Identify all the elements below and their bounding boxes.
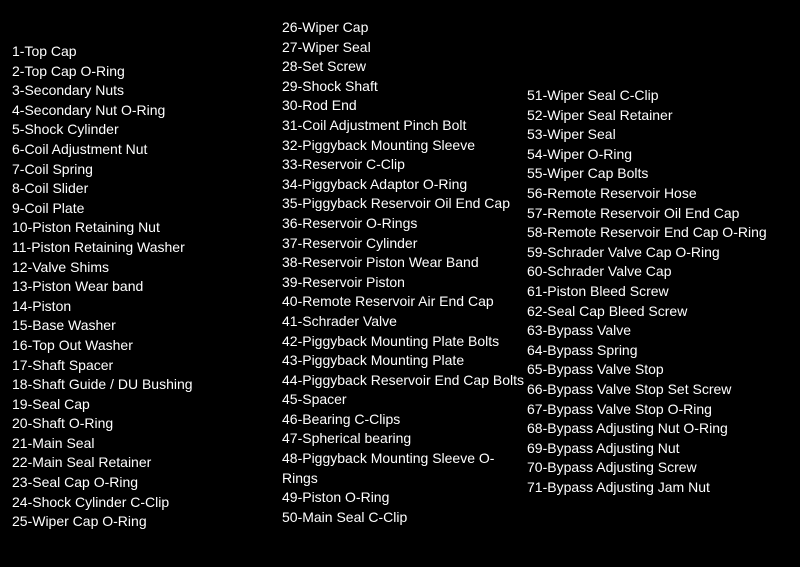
parts-list-item: 5-Shock Cylinder xyxy=(12,120,282,140)
parts-list-item: 8-Coil Slider xyxy=(12,179,282,199)
parts-column-2: 26-Wiper Cap27-Wiper Seal28-Set Screw29-… xyxy=(282,10,527,557)
parts-list-item: 52-Wiper Seal Retainer xyxy=(527,106,787,126)
parts-list-item: 44-Piggyback Reservoir End Cap Bolts xyxy=(282,371,527,391)
parts-list-item: 36-Reservoir O-Rings xyxy=(282,214,527,234)
parts-list-item: 25-Wiper Cap O-Ring xyxy=(12,512,282,532)
parts-list-container: 1-Top Cap2-Top Cap O-Ring3-Secondary Nut… xyxy=(0,0,800,567)
parts-list-item: 57-Remote Reservoir Oil End Cap xyxy=(527,204,787,224)
parts-list-item: 45-Spacer xyxy=(282,390,527,410)
parts-list-item: 68-Bypass Adjusting Nut O-Ring xyxy=(527,419,787,439)
parts-list-item: 51-Wiper Seal C-Clip xyxy=(527,86,787,106)
parts-list-item: 29-Shock Shaft xyxy=(282,77,527,97)
parts-list-item: 59-Schrader Valve Cap O-Ring xyxy=(527,243,787,263)
parts-list-item: 28-Set Screw xyxy=(282,57,527,77)
parts-list-item: 4-Secondary Nut O-Ring xyxy=(12,101,282,121)
parts-list-item: 34-Piggyback Adaptor O-Ring xyxy=(282,175,527,195)
parts-list-item: 70-Bypass Adjusting Screw xyxy=(527,458,787,478)
parts-list-item: 62-Seal Cap Bleed Screw xyxy=(527,302,787,322)
parts-list-item: 20-Shaft O-Ring xyxy=(12,414,282,434)
parts-list-item: 18-Shaft Guide / DU Bushing xyxy=(12,375,282,395)
parts-list-item: 47-Spherical bearing xyxy=(282,429,527,449)
parts-list-item: 49-Piston O-Ring xyxy=(282,488,527,508)
parts-list-item: 6-Coil Adjustment Nut xyxy=(12,140,282,160)
parts-list-item: 3-Secondary Nuts xyxy=(12,81,282,101)
parts-list-item: 61-Piston Bleed Screw xyxy=(527,282,787,302)
parts-list-item: 11-Piston Retaining Washer xyxy=(12,238,282,258)
parts-list-item: 71-Bypass Adjusting Jam Nut xyxy=(527,478,787,498)
parts-list-item: 56-Remote Reservoir Hose xyxy=(527,184,787,204)
parts-list-item: 33-Reservoir C-Clip xyxy=(282,155,527,175)
parts-list-item: 27-Wiper Seal xyxy=(282,38,527,58)
parts-list-item: 23-Seal Cap O-Ring xyxy=(12,473,282,493)
parts-list-item: 55-Wiper Cap Bolts xyxy=(527,164,787,184)
parts-list-item: 40-Remote Reservoir Air End Cap xyxy=(282,292,527,312)
parts-list-item: 39-Reservoir Piston xyxy=(282,273,527,293)
parts-list-item: 22-Main Seal Retainer xyxy=(12,453,282,473)
parts-list-item: 53-Wiper Seal xyxy=(527,125,787,145)
parts-list-item: 58-Remote Reservoir End Cap O-Ring xyxy=(527,223,787,243)
parts-list-item: 67-Bypass Valve Stop O-Ring xyxy=(527,400,787,420)
parts-list-item: 2-Top Cap O-Ring xyxy=(12,62,282,82)
parts-list-item: 66-Bypass Valve Stop Set Screw xyxy=(527,380,787,400)
parts-list-item: 24-Shock Cylinder C-Clip xyxy=(12,493,282,513)
parts-list-item: 64-Bypass Spring xyxy=(527,341,787,361)
parts-list-item: 17-Shaft Spacer xyxy=(12,356,282,376)
parts-list-item: 48-Piggyback Mounting Sleeve O-Rings xyxy=(282,449,527,488)
parts-list-item: 60-Schrader Valve Cap xyxy=(527,262,787,282)
parts-list-item: 30-Rod End xyxy=(282,96,527,116)
parts-list-item: 13-Piston Wear band xyxy=(12,277,282,297)
parts-list-item: 41-Schrader Valve xyxy=(282,312,527,332)
parts-list-item: 7-Coil Spring xyxy=(12,160,282,180)
parts-list-item: 9-Coil Plate xyxy=(12,199,282,219)
parts-column-1: 1-Top Cap2-Top Cap O-Ring3-Secondary Nut… xyxy=(12,10,282,557)
parts-list-item: 38-Reservoir Piston Wear Band xyxy=(282,253,527,273)
parts-list-item: 54-Wiper O-Ring xyxy=(527,145,787,165)
parts-list-item: 42-Piggyback Mounting Plate Bolts xyxy=(282,332,527,352)
parts-list-item: 63-Bypass Valve xyxy=(527,321,787,341)
parts-list-item: 15-Base Washer xyxy=(12,316,282,336)
parts-list-item: 16-Top Out Washer xyxy=(12,336,282,356)
parts-list-item: 37-Reservoir Cylinder xyxy=(282,234,527,254)
parts-list-item: 21-Main Seal xyxy=(12,434,282,454)
parts-list-item: 19-Seal Cap xyxy=(12,395,282,415)
parts-list-item: 1-Top Cap xyxy=(12,42,282,62)
parts-list-item: 46-Bearing C-Clips xyxy=(282,410,527,430)
parts-column-3: 51-Wiper Seal C-Clip52-Wiper Seal Retain… xyxy=(527,10,787,557)
parts-list-item: 14-Piston xyxy=(12,297,282,317)
parts-list-item: 31-Coil Adjustment Pinch Bolt xyxy=(282,116,527,136)
parts-list-item: 12-Valve Shims xyxy=(12,258,282,278)
parts-list-item: 35-Piggyback Reservoir Oil End Cap xyxy=(282,194,527,214)
parts-list-item: 69-Bypass Adjusting Nut xyxy=(527,439,787,459)
parts-list-item: 10-Piston Retaining Nut xyxy=(12,218,282,238)
parts-list-item: 50-Main Seal C-Clip xyxy=(282,508,527,528)
parts-list-item: 65-Bypass Valve Stop xyxy=(527,360,787,380)
parts-list-item: 26-Wiper Cap xyxy=(282,18,527,38)
parts-list-item: 43-Piggyback Mounting Plate xyxy=(282,351,527,371)
parts-list-item: 32-Piggyback Mounting Sleeve xyxy=(282,136,527,156)
